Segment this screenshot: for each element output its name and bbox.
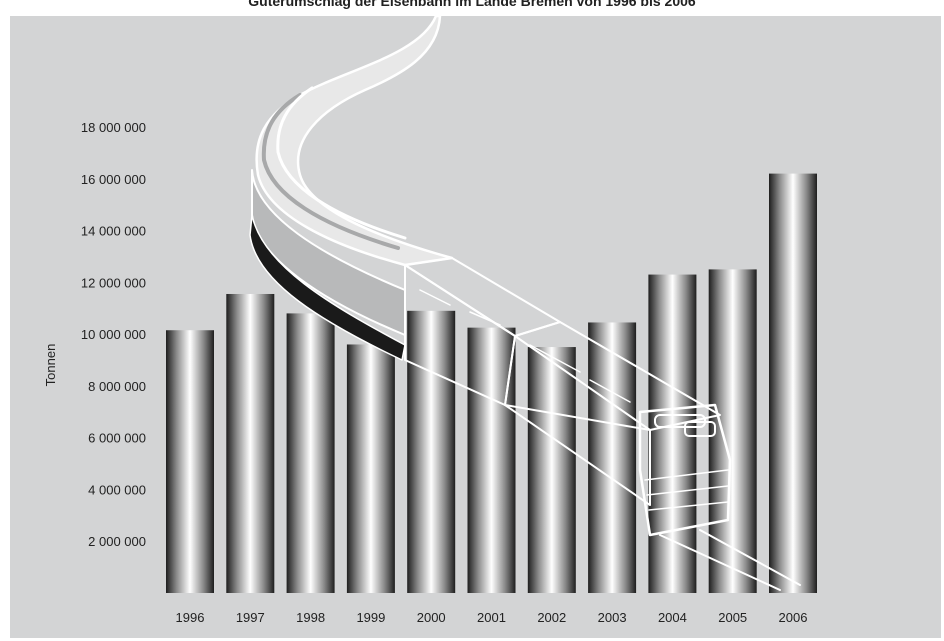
x-tick-label: 2005 — [718, 610, 747, 625]
x-tick-label: 1997 — [236, 610, 265, 625]
bar-2003 — [588, 322, 637, 593]
y-tick-label: 10 000 000 — [81, 327, 146, 342]
bar-1996 — [166, 330, 214, 593]
x-tick-label: 2002 — [537, 610, 566, 625]
bar-2004 — [648, 274, 697, 593]
x-tick-label: 1996 — [176, 610, 205, 625]
x-tick-label: 1998 — [296, 610, 325, 625]
y-tick-label: 14 000 000 — [81, 224, 146, 239]
y-tick-label: 12 000 000 — [81, 275, 146, 290]
y-tick-label: 4 000 000 — [88, 482, 146, 497]
y-tick-label: 2 000 000 — [88, 534, 146, 549]
bar-1999 — [346, 344, 395, 593]
y-axis-ticks: 2 000 000 4 000 000 6 000 000 8 000 000 10 0… — [81, 120, 146, 549]
bar-2001 — [467, 327, 516, 593]
bar-1998 — [286, 313, 335, 593]
bar-1997 — [226, 293, 275, 593]
x-tick-label: 2004 — [658, 610, 687, 625]
y-tick-label: 6 000 000 — [88, 431, 146, 446]
bar-2006 — [769, 173, 817, 593]
y-tick-label: 8 000 000 — [88, 379, 146, 394]
x-tick-label: 1999 — [356, 610, 385, 625]
y-tick-label: 18 000 000 — [81, 120, 146, 135]
bar-2002 — [527, 347, 576, 593]
bar-2000 — [407, 310, 456, 593]
chart-title: Güterumschlag der Eisenbahn im Lande Bre… — [248, 0, 696, 9]
train-illustration — [249, 14, 801, 591]
y-tick-label: 16 000 000 — [81, 172, 146, 187]
x-tick-label: 2003 — [598, 610, 627, 625]
x-tick-label: 2001 — [477, 610, 506, 625]
x-axis-ticks: 1996 1997 1998 1999 2000 2001 2002 2003 2004 2005… — [176, 610, 808, 625]
x-tick-label: 2006 — [779, 610, 808, 625]
y-axis-label: Tonnen — [43, 344, 58, 387]
x-tick-label: 2000 — [417, 610, 446, 625]
